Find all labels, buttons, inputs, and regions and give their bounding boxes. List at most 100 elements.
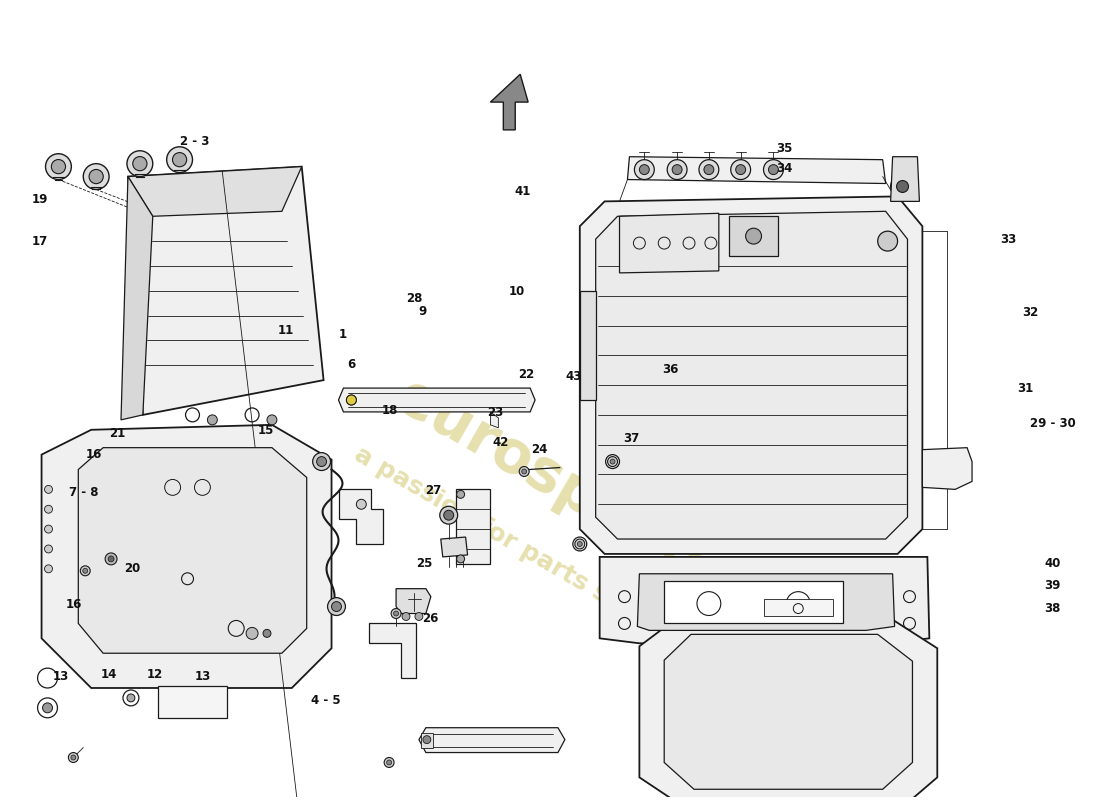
Circle shape (70, 755, 76, 760)
Polygon shape (441, 537, 468, 557)
Circle shape (736, 165, 746, 174)
Circle shape (44, 565, 53, 573)
Text: 18: 18 (382, 404, 397, 417)
Circle shape (698, 160, 718, 179)
Text: 36: 36 (662, 363, 679, 376)
Polygon shape (128, 166, 323, 415)
Circle shape (610, 459, 615, 464)
Polygon shape (455, 490, 491, 564)
Circle shape (386, 760, 392, 765)
Polygon shape (627, 157, 886, 183)
Text: 1: 1 (339, 328, 346, 342)
Text: 38: 38 (1044, 602, 1060, 614)
Text: 33: 33 (1001, 233, 1016, 246)
Polygon shape (157, 686, 228, 718)
Text: 16: 16 (66, 598, 81, 611)
Circle shape (52, 159, 66, 174)
Circle shape (746, 228, 761, 244)
Circle shape (312, 453, 330, 470)
Circle shape (328, 598, 345, 615)
Circle shape (44, 506, 53, 514)
Text: eurospeed: eurospeed (385, 368, 715, 591)
Circle shape (607, 457, 617, 466)
Text: 10: 10 (509, 286, 526, 298)
Text: 12: 12 (146, 667, 163, 681)
Text: 37: 37 (623, 432, 639, 445)
Polygon shape (222, 569, 267, 614)
Polygon shape (88, 569, 133, 614)
Circle shape (133, 157, 147, 170)
Text: 21: 21 (109, 427, 125, 440)
Text: 14: 14 (100, 667, 117, 681)
Polygon shape (580, 290, 596, 400)
Circle shape (519, 466, 529, 477)
Circle shape (44, 545, 53, 553)
Polygon shape (580, 197, 923, 554)
Polygon shape (339, 388, 535, 412)
Circle shape (730, 160, 750, 179)
Text: 13: 13 (53, 670, 68, 683)
Circle shape (89, 170, 103, 184)
Polygon shape (637, 574, 894, 630)
Circle shape (415, 613, 422, 621)
Text: 2 - 3: 2 - 3 (180, 135, 210, 148)
Polygon shape (128, 166, 301, 216)
Text: 41: 41 (515, 186, 531, 198)
Circle shape (44, 525, 53, 533)
Circle shape (82, 568, 88, 574)
Circle shape (769, 165, 779, 174)
Circle shape (346, 395, 356, 405)
Circle shape (456, 490, 464, 498)
Circle shape (635, 160, 654, 179)
Circle shape (246, 627, 258, 639)
Circle shape (394, 611, 398, 616)
Circle shape (456, 555, 464, 563)
Text: 26: 26 (421, 612, 438, 625)
Circle shape (173, 153, 187, 166)
Polygon shape (370, 623, 416, 678)
Text: 16: 16 (85, 447, 101, 461)
Circle shape (106, 553, 117, 565)
Circle shape (384, 758, 394, 767)
Text: 35: 35 (777, 142, 793, 154)
Text: 9: 9 (418, 305, 427, 318)
Circle shape (126, 694, 135, 702)
Circle shape (704, 165, 714, 174)
Polygon shape (664, 634, 913, 790)
Circle shape (356, 499, 366, 510)
Polygon shape (421, 733, 432, 747)
Text: 31: 31 (1018, 382, 1033, 394)
Circle shape (349, 398, 354, 402)
Text: 11: 11 (277, 323, 294, 337)
Polygon shape (891, 157, 920, 202)
Text: 34: 34 (777, 162, 793, 174)
Circle shape (443, 510, 453, 520)
Circle shape (639, 165, 649, 174)
Text: 25: 25 (416, 557, 432, 570)
Circle shape (43, 703, 53, 713)
Polygon shape (728, 216, 779, 256)
Circle shape (896, 181, 909, 193)
Circle shape (68, 753, 78, 762)
Text: 23: 23 (487, 406, 504, 419)
Circle shape (331, 602, 341, 611)
Text: 13: 13 (195, 670, 211, 683)
Circle shape (422, 736, 431, 743)
Circle shape (267, 415, 277, 425)
Polygon shape (600, 557, 930, 643)
Polygon shape (491, 412, 498, 428)
Text: 28: 28 (406, 292, 422, 305)
Circle shape (263, 630, 271, 638)
Text: 40: 40 (1044, 557, 1060, 570)
Text: 7 - 8: 7 - 8 (69, 486, 98, 499)
Text: 27: 27 (425, 484, 441, 497)
Circle shape (578, 542, 582, 546)
Polygon shape (396, 589, 431, 614)
Circle shape (167, 146, 192, 173)
Text: 6: 6 (348, 358, 355, 370)
Polygon shape (78, 445, 297, 569)
Polygon shape (491, 74, 528, 130)
Text: 17: 17 (32, 234, 48, 248)
Polygon shape (596, 211, 908, 539)
Text: 15: 15 (257, 425, 274, 438)
